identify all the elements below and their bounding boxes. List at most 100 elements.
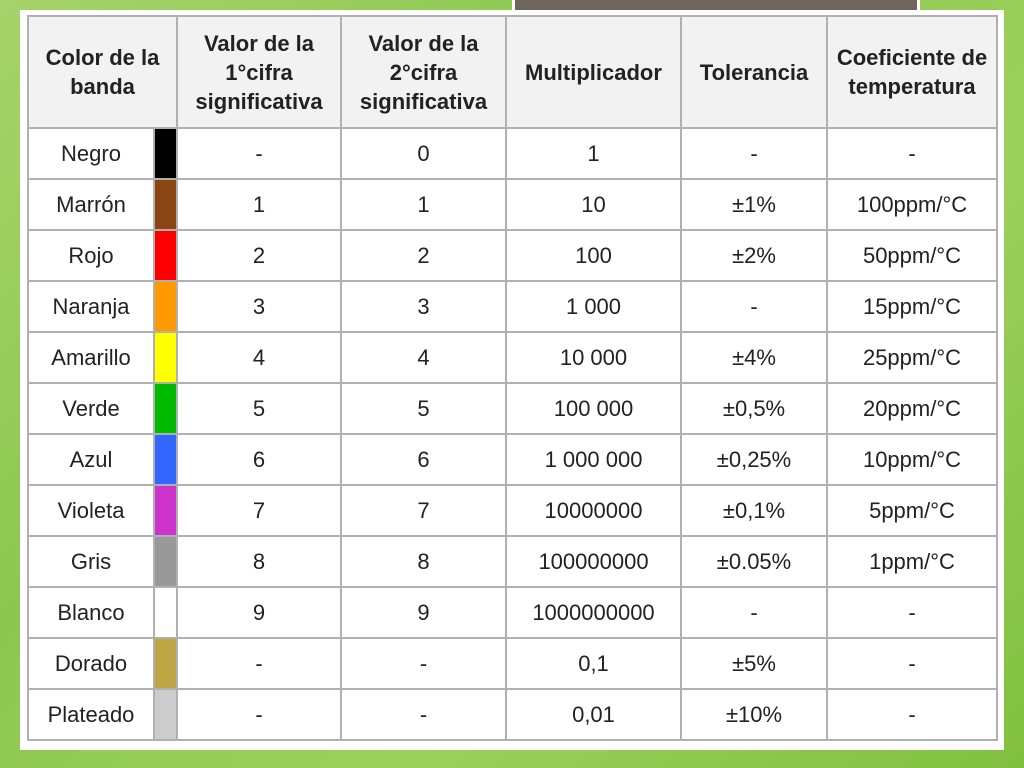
band-color-swatch <box>153 178 178 231</box>
tolerance-value: - <box>680 586 828 639</box>
multiplier-value: 1 <box>505 127 682 180</box>
tolerance-value: ±5% <box>680 637 828 690</box>
tolerance-value: ±0,5% <box>680 382 828 435</box>
multiplier-value: 1000000000 <box>505 586 682 639</box>
second-digit-value: 5 <box>340 382 507 435</box>
multiplier-value: 100000000 <box>505 535 682 588</box>
second-digit-value: 1 <box>340 178 507 231</box>
band-color-swatch <box>153 586 178 639</box>
temperature-coefficient-value: 25ppm/°C <box>826 331 998 384</box>
band-color-swatch <box>153 229 178 282</box>
table-row: Verde 5 5 100 000 ±0,5% 20ppm/°C <box>27 382 998 435</box>
band-color-name: Naranja <box>27 280 155 333</box>
band-color-name: Gris <box>27 535 155 588</box>
tolerance-value: ±2% <box>680 229 828 282</box>
resistor-color-code-table: Color de la banda Valor de la 1°cifra si… <box>27 15 998 741</box>
second-digit-value: 4 <box>340 331 507 384</box>
first-digit-value: 7 <box>176 484 342 537</box>
band-color-name: Azul <box>27 433 155 486</box>
band-color-name: Rojo <box>27 229 155 282</box>
second-digit-value: 2 <box>340 229 507 282</box>
table-row: Gris 8 8 100000000 ±0.05% 1ppm/°C <box>27 535 998 588</box>
band-color-swatch <box>153 280 178 333</box>
second-digit-value: 8 <box>340 535 507 588</box>
band-color-swatch <box>153 688 178 741</box>
temperature-coefficient-value: - <box>826 127 998 180</box>
table-row: Negro -0 1- - <box>27 127 998 180</box>
multiplier-value: 10000000 <box>505 484 682 537</box>
multiplier-value: 0,1 <box>505 637 682 690</box>
temperature-coefficient-value: - <box>826 688 998 741</box>
tolerance-value: ±0.05% <box>680 535 828 588</box>
first-digit-value: 9 <box>176 586 342 639</box>
band-color-swatch <box>153 382 178 435</box>
header-multiplier: Multiplicador <box>505 15 682 129</box>
second-digit-value: - <box>340 688 507 741</box>
first-digit-value: - <box>176 637 342 690</box>
first-digit-value: 2 <box>176 229 342 282</box>
band-color-swatch <box>153 331 178 384</box>
header-digit1: Valor de la 1°cifra significativa <box>176 15 342 129</box>
temperature-coefficient-value: 100ppm/°C <box>826 178 998 231</box>
table-row: Blanco 9 9 1000000000- - <box>27 586 998 639</box>
tolerance-value: ±4% <box>680 331 828 384</box>
second-digit-value: 3 <box>340 280 507 333</box>
tolerance-value: ±10% <box>680 688 828 741</box>
table-row: Amarillo 4 4 10 000 ±4% 25ppm/°C <box>27 331 998 384</box>
header-row: Color de la banda Valor de la 1°cifra si… <box>27 15 998 129</box>
temperature-coefficient-value: - <box>826 637 998 690</box>
tolerance-value: - <box>680 280 828 333</box>
temperature-coefficient-value: - <box>826 586 998 639</box>
second-digit-value: 6 <box>340 433 507 486</box>
band-color-name: Plateado <box>27 688 155 741</box>
multiplier-value: 1 000 000 <box>505 433 682 486</box>
table-row: Plateado - -0,01 ±10% - <box>27 688 998 741</box>
table-row: Dorado - -0,1 ±5% - <box>27 637 998 690</box>
band-color-name: Negro <box>27 127 155 180</box>
table-row: Naranja 3 3 1 000-15ppm/°C <box>27 280 998 333</box>
table-row: Rojo 2 2 100 ±2% 50ppm/°C <box>27 229 998 282</box>
table-row: Violeta 7 7 10000000 ±0,1% 5ppm/°C <box>27 484 998 537</box>
header-color: Color de la banda <box>27 15 178 129</box>
header-tolerance: Tolerancia <box>680 15 828 129</box>
first-digit-value: - <box>176 688 342 741</box>
header-digit2: Valor de la 2°cifra significativa <box>340 15 507 129</box>
second-digit-value: 7 <box>340 484 507 537</box>
first-digit-value: 6 <box>176 433 342 486</box>
tolerance-value: ±0,25% <box>680 433 828 486</box>
band-color-name: Blanco <box>27 586 155 639</box>
multiplier-value: 100 <box>505 229 682 282</box>
band-color-name: Violeta <box>27 484 155 537</box>
band-color-swatch <box>153 127 178 180</box>
first-digit-value: 3 <box>176 280 342 333</box>
band-color-name: Marrón <box>27 178 155 231</box>
first-digit-value: 4 <box>176 331 342 384</box>
second-digit-value: 9 <box>340 586 507 639</box>
first-digit-value: 5 <box>176 382 342 435</box>
table-sheet: Color de la banda Valor de la 1°cifra si… <box>20 10 1004 750</box>
temperature-coefficient-value: 5ppm/°C <box>826 484 998 537</box>
temperature-coefficient-value: 10ppm/°C <box>826 433 998 486</box>
band-color-name: Dorado <box>27 637 155 690</box>
band-color-swatch <box>153 484 178 537</box>
temperature-coefficient-value: 15ppm/°C <box>826 280 998 333</box>
band-color-swatch <box>153 637 178 690</box>
second-digit-value: - <box>340 637 507 690</box>
first-digit-value: 8 <box>176 535 342 588</box>
multiplier-value: 10 000 <box>505 331 682 384</box>
multiplier-value: 1 000 <box>505 280 682 333</box>
band-color-swatch <box>153 535 178 588</box>
multiplier-value: 0,01 <box>505 688 682 741</box>
temperature-coefficient-value: 20ppm/°C <box>826 382 998 435</box>
band-color-name: Amarillo <box>27 331 155 384</box>
multiplier-value: 100 000 <box>505 382 682 435</box>
multiplier-value: 10 <box>505 178 682 231</box>
tolerance-value: ±0,1% <box>680 484 828 537</box>
second-digit-value: 0 <box>340 127 507 180</box>
band-color-name: Verde <box>27 382 155 435</box>
temperature-coefficient-value: 1ppm/°C <box>826 535 998 588</box>
header-temp-coeff: Coeficiente de temperatura <box>826 15 998 129</box>
temperature-coefficient-value: 50ppm/°C <box>826 229 998 282</box>
tolerance-value: ±1% <box>680 178 828 231</box>
band-color-swatch <box>153 433 178 486</box>
